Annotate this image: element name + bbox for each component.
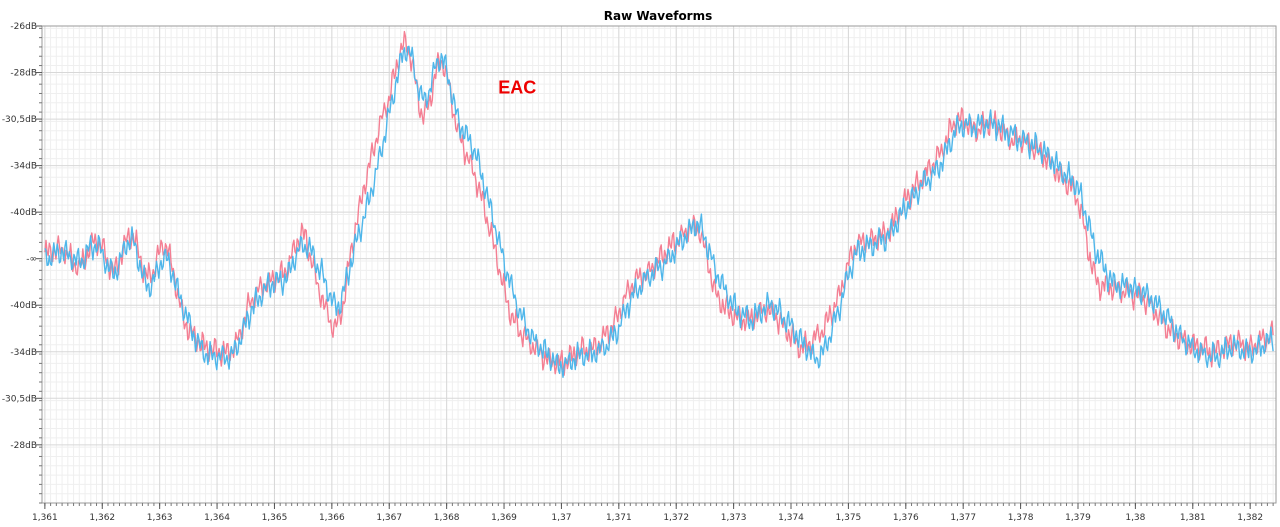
- x-tick-label: 1,374: [778, 513, 804, 523]
- x-tick-label: 1,362: [89, 513, 115, 523]
- x-tick-label: 1,382: [1237, 513, 1263, 523]
- y-tick-label: -28dB: [10, 441, 37, 451]
- y-tick-label: -26dB: [10, 22, 37, 32]
- x-tick-label: 1,38: [1125, 513, 1145, 523]
- annotation-eac: EAC: [498, 77, 536, 97]
- y-tick-label: -30,5dB: [2, 394, 37, 404]
- y-tick-label: -40dB: [10, 208, 37, 218]
- y-tick-label: -40dB: [10, 301, 37, 311]
- x-tick-label: 1,367: [376, 513, 402, 523]
- x-tick-label: 1,361: [32, 513, 58, 523]
- x-tick-label: 1,372: [663, 513, 689, 523]
- x-tick-label: 1,381: [1180, 513, 1206, 523]
- series-layer: [44, 30, 1274, 378]
- chart-title: Raw Waveforms: [604, 9, 713, 23]
- y-axis: -26dB -28dB -30,5dB -34dB -40dB -∞ -40dB -34dB -…: [2, 22, 42, 504]
- x-axis: 1,361 1,362 1,363 1,364 1,365 1,366 1,367 1,368…: [32, 503, 1274, 523]
- x-tick-label: 1,378: [1008, 513, 1034, 523]
- x-tick-label: 1,363: [147, 513, 173, 523]
- x-tick-label: 1,365: [262, 513, 288, 523]
- waveform-series-2: [44, 45, 1274, 378]
- y-tick-label: -30,5dB: [2, 115, 37, 125]
- y-tick-label: -28dB: [10, 69, 37, 79]
- y-tick-label: -34dB: [10, 162, 37, 172]
- x-tick-label: 1,375: [836, 513, 862, 523]
- x-tick-label: 1,377: [950, 513, 976, 523]
- x-tick-label: 1,368: [434, 513, 460, 523]
- x-tick-label: 1,376: [893, 513, 919, 523]
- x-tick-label: 1,37: [551, 513, 571, 523]
- x-tick-label: 1,371: [606, 513, 632, 523]
- y-tick-label: -∞: [26, 255, 37, 265]
- minor-gridlines: [42, 26, 1276, 504]
- x-tick-label: 1,369: [491, 513, 517, 523]
- x-tick-label: 1,364: [204, 513, 230, 523]
- x-tick-label: 1,379: [1065, 513, 1091, 523]
- y-tick-label: -34dB: [10, 348, 37, 358]
- x-tick-label: 1,366: [319, 513, 345, 523]
- x-tick-label: 1,373: [721, 513, 747, 523]
